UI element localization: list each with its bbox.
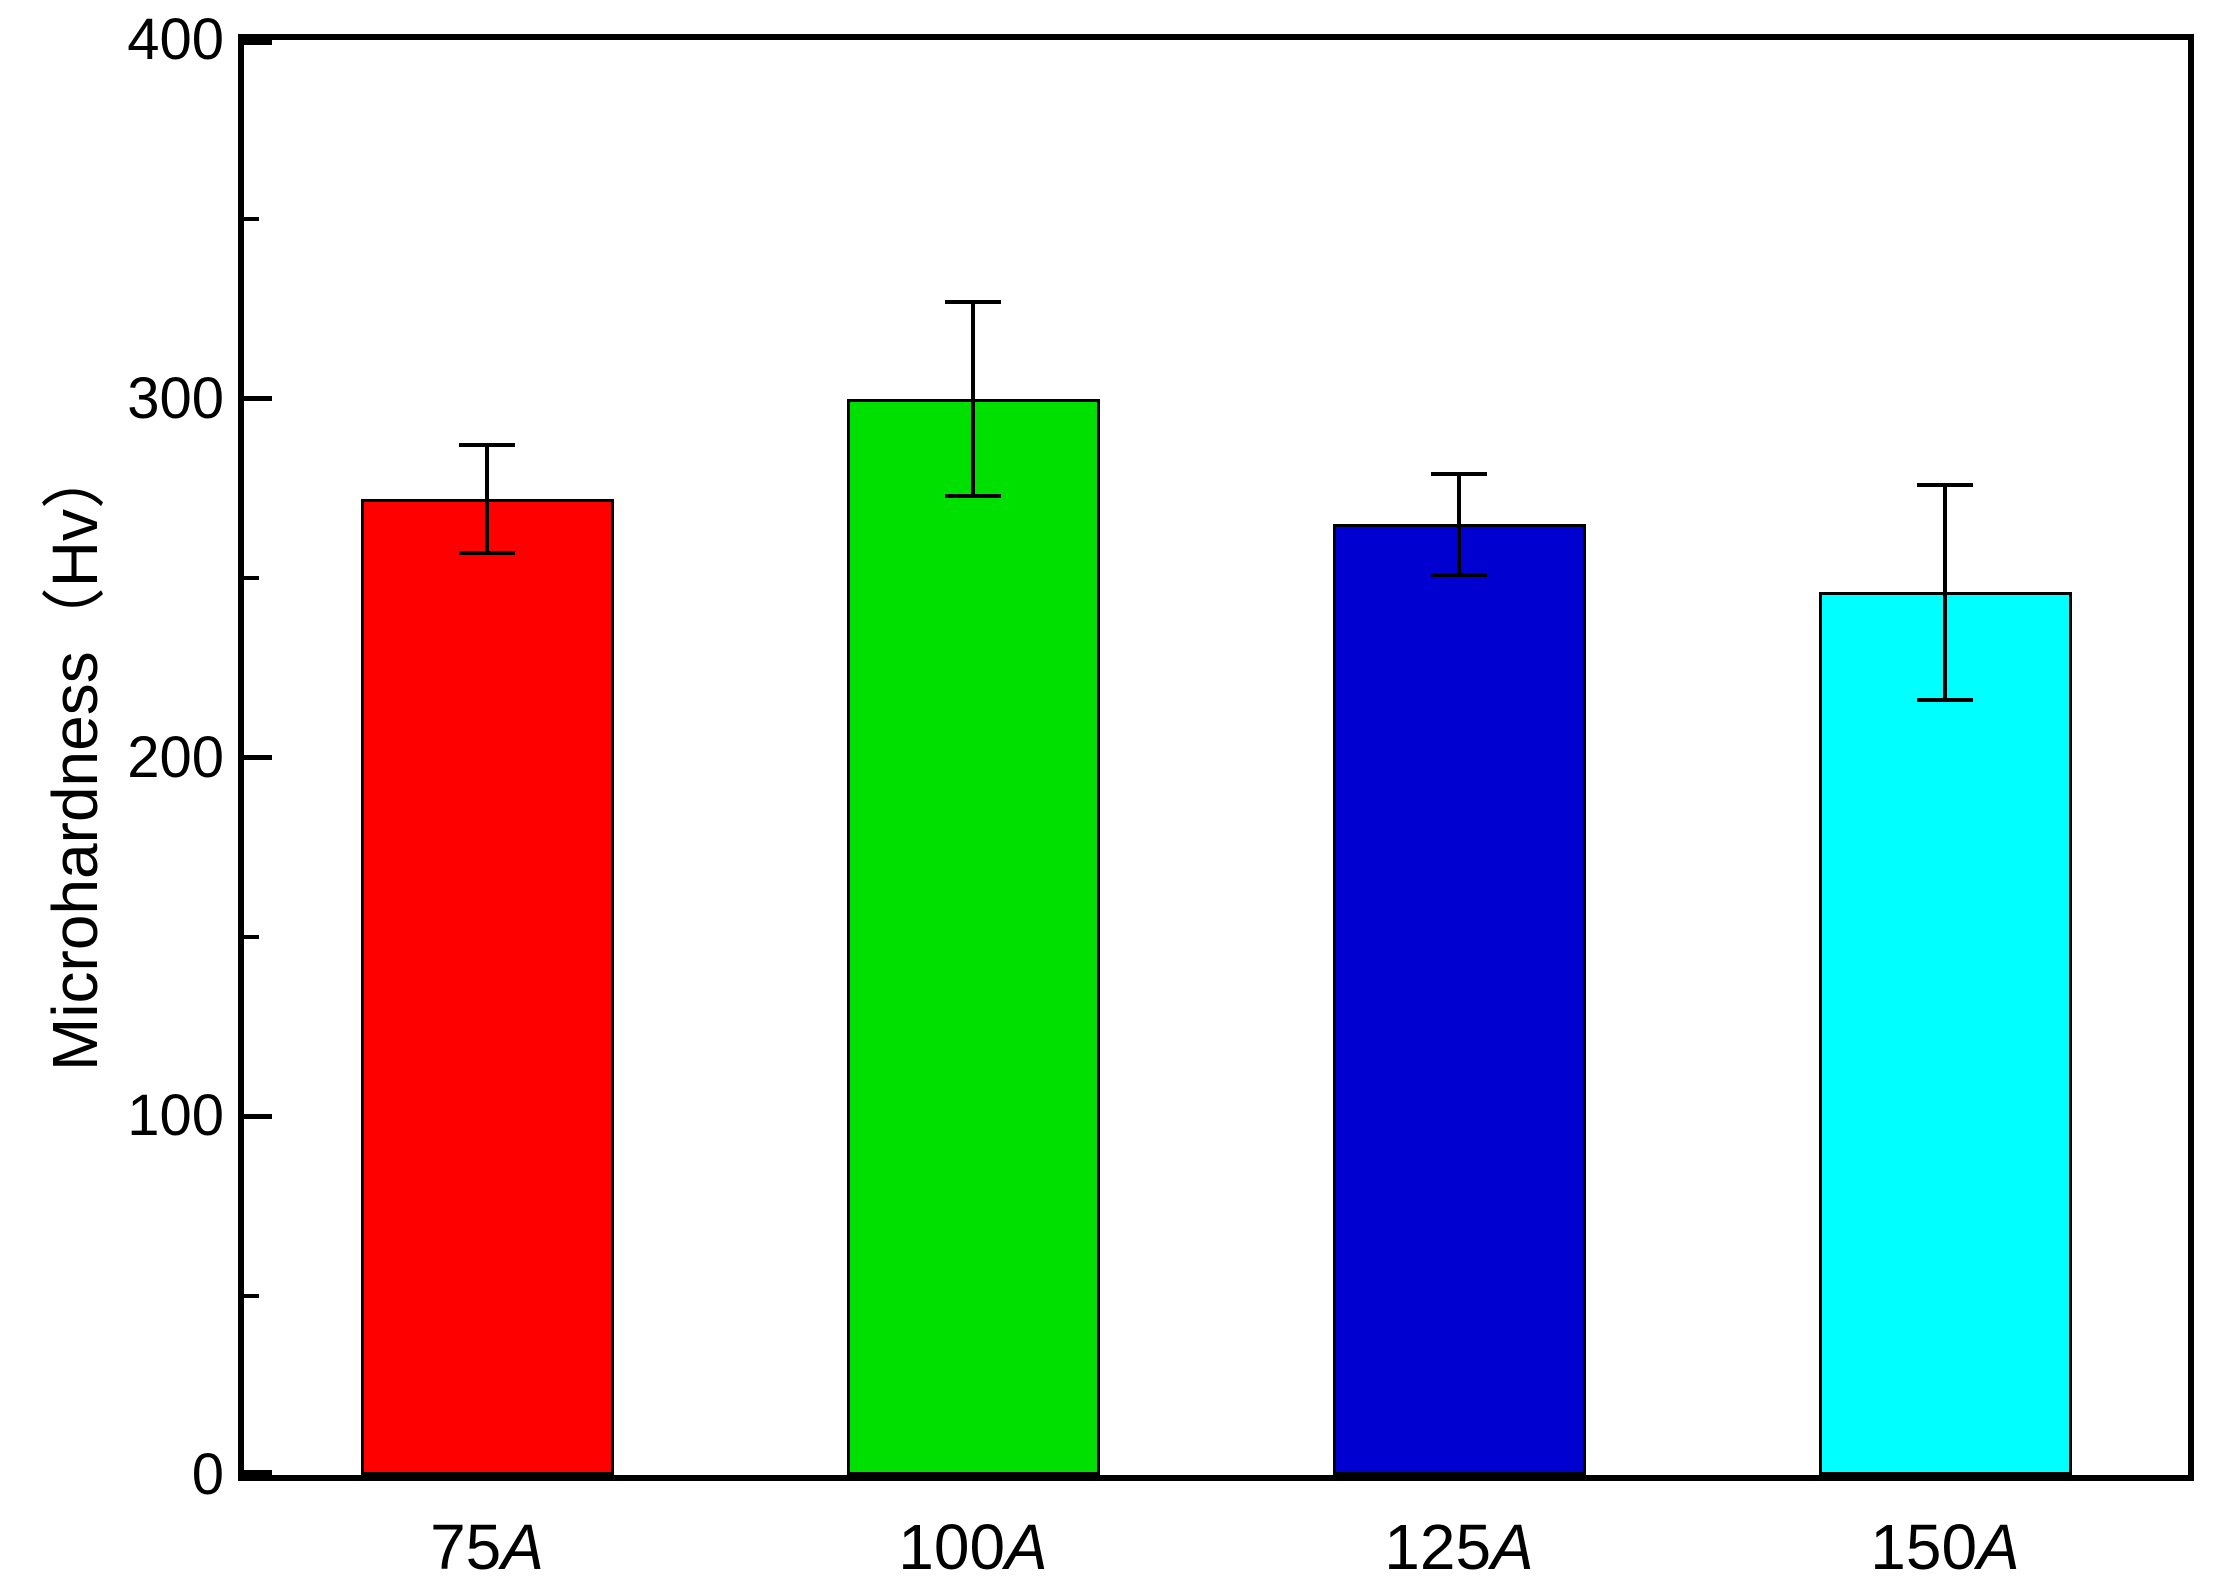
x-category-suffix: A (1977, 1511, 2020, 1583)
y-minor-tick (244, 576, 259, 581)
error-bar (485, 445, 489, 553)
error-bar-cap-bottom (945, 494, 1001, 498)
error-bar-cap-top (945, 300, 1001, 304)
x-category-number: 125 (1384, 1511, 1492, 1583)
y-tick-label: 100 (127, 1083, 224, 1149)
x-category-suffix: A (501, 1511, 544, 1583)
x-category-label: 125A (1249, 1515, 1669, 1579)
x-category-label: 150A (1735, 1515, 2155, 1579)
x-category-suffix: A (1491, 1511, 1534, 1583)
y-major-tick (244, 1470, 272, 1475)
error-bar (971, 302, 975, 496)
plot-area-inner (244, 40, 2188, 1475)
error-bar-cap-bottom (1917, 698, 1973, 702)
y-major-tick (244, 1113, 272, 1119)
error-bar-cap-top (1917, 483, 1973, 487)
error-bar-cap-top (1431, 472, 1487, 476)
error-bar-cap-top (459, 443, 515, 447)
bar-150A (1819, 592, 2072, 1475)
error-bar (1457, 474, 1461, 574)
x-category-number: 150 (1870, 1511, 1978, 1583)
error-bar-cap-bottom (459, 551, 515, 555)
x-category-suffix: A (1005, 1511, 1048, 1583)
y-major-tick (244, 396, 272, 402)
x-category-label: 75A (277, 1515, 697, 1579)
y-tick-label: 400 (127, 7, 224, 72)
error-bar-cap-bottom (1431, 573, 1487, 577)
plot-area (238, 34, 2194, 1481)
bar-100A (847, 399, 1100, 1475)
y-major-tick (244, 40, 272, 45)
y-tick-label: 0 (191, 1442, 224, 1507)
y-minor-tick (244, 1293, 259, 1298)
x-category-number: 75 (430, 1511, 502, 1583)
y-major-tick (244, 755, 272, 760)
x-category-number: 100 (898, 1511, 1006, 1583)
y-minor-tick (244, 934, 259, 939)
bar-75A (361, 499, 614, 1475)
y-minor-tick (244, 217, 259, 222)
error-bar (1943, 485, 1947, 700)
y-tick-label: 200 (127, 724, 224, 790)
bar-125A (1333, 524, 1586, 1475)
x-category-label: 100A (763, 1515, 1183, 1579)
y-tick-label: 300 (127, 365, 224, 431)
